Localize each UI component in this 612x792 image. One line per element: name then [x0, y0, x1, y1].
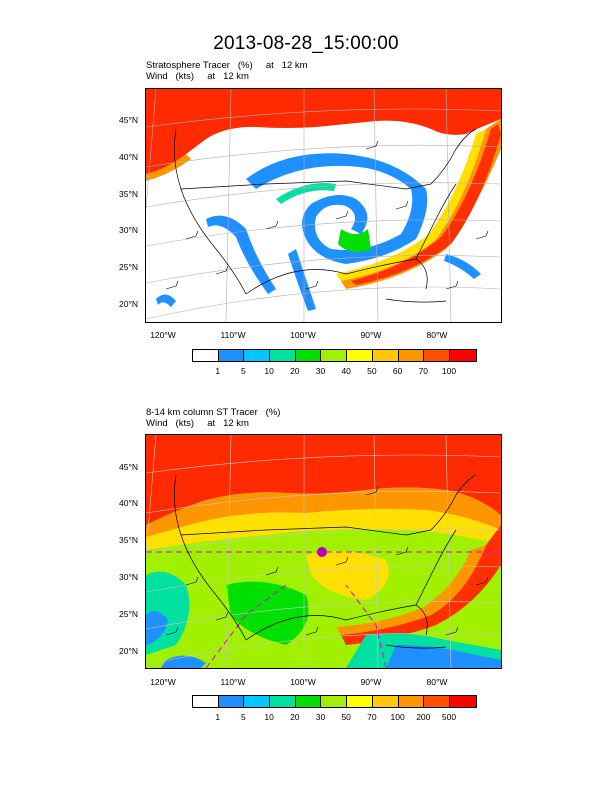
panel2-lat-45: 45°N [119, 462, 138, 472]
panel1-colorbar-swatch [193, 350, 219, 361]
panel2-lat-40: 40°N [119, 498, 138, 508]
panel2-colorbar-label: 5 [241, 712, 246, 722]
panel2-map [145, 434, 502, 669]
panel2-colorbar [192, 695, 477, 708]
panel2-colorbar-label: 100 [390, 712, 405, 722]
panel2-lat-25: 25°N [119, 609, 138, 619]
panel1-colorbar-swatch [218, 350, 245, 361]
panel2-colorbar-swatch [347, 696, 373, 707]
panel2-colorbar-swatch [424, 696, 450, 707]
panel2-map-canvas [146, 435, 501, 668]
panel1-subtitle-1: Stratosphere Tracer (%) at 12 km [146, 60, 308, 71]
panel2-colorbar-label: 10 [264, 712, 274, 722]
panel1-colorbar-swatch [295, 350, 322, 361]
panel1-colorbar-label: 20 [290, 366, 300, 376]
panel1-lat-30: 30°N [119, 225, 138, 235]
panel2-subtitle-2: Wind (kts) at 12 km [146, 418, 249, 429]
panel2-colorbar-label: 30 [315, 712, 326, 722]
panel1-colorbar-swatch [372, 350, 399, 361]
panel1-lat-20: 20°N [119, 299, 138, 309]
panel1-lat-45: 45°N [119, 115, 138, 125]
panel2-lat-35: 35°N [119, 535, 138, 545]
panel1-colorbar [192, 349, 477, 362]
panel2-colorbar-label: 200 [416, 712, 431, 722]
panel1-map-canvas [146, 89, 501, 322]
panel2-colorbar-swatch [372, 696, 399, 707]
panel1-subtitle-2: Wind (kts) at 12 km [146, 71, 249, 82]
panel2-colorbar-swatch [270, 696, 296, 707]
panel1-map [145, 88, 502, 323]
panel2-lon-110: 110°W [220, 677, 246, 687]
panel1-lon-100: 100°W [290, 330, 316, 340]
panel1-colorbar-swatch [244, 350, 271, 361]
panel2-lon-120: 120°W [150, 677, 176, 687]
panel2-colorbar-swatch [449, 696, 476, 707]
panel1-lon-120: 120°W [150, 330, 176, 340]
panel1-colorbar-swatch [449, 350, 476, 361]
panel1-lat-25: 25°N [119, 262, 138, 272]
panel1-lon-110: 110°W [220, 330, 246, 340]
panel1-colorbar-label: 60 [392, 366, 403, 376]
panel1-colorbar-label: 70 [418, 366, 429, 376]
panel2-colorbar-label: 50 [341, 712, 351, 722]
panel2-subtitle-1: 8-14 km column ST Tracer (%) [146, 407, 281, 418]
panel2-lon-100: 100°W [290, 677, 316, 687]
panel1-colorbar-swatch [321, 350, 348, 361]
panel1-colorbar-swatch [270, 350, 296, 361]
panel2-lon-90: 90°W [360, 677, 382, 687]
panel2-colorbar-swatch [398, 696, 425, 707]
panel2-colorbar-label: 70 [367, 712, 377, 722]
panel2-lon-80: 80°W [426, 677, 448, 687]
panel2-colorbar-label: 500 [441, 712, 457, 722]
panel1-lon-80: 80°W [426, 330, 448, 340]
panel1-colorbar-swatch [424, 350, 450, 361]
panel1-colorbar-label: 10 [264, 366, 274, 376]
panel1-colorbar-swatch [398, 350, 425, 361]
figure-title: 2013-08-28_15:00:00 [213, 33, 399, 54]
panel2-colorbar-swatch [321, 696, 348, 707]
panel1-colorbar-label: 100 [441, 366, 457, 376]
panel2-colorbar-label: 1 [215, 712, 221, 722]
panel1-colorbar-label: 5 [241, 366, 246, 376]
panel2-colorbar-swatch [244, 696, 271, 707]
panel2-colorbar-swatch [193, 696, 219, 707]
panel2-colorbar-swatch [295, 696, 322, 707]
panel1-colorbar-label: 1 [215, 366, 221, 376]
panel2-colorbar-swatch [218, 696, 245, 707]
panel1-colorbar-label: 30 [315, 366, 326, 376]
panel1-colorbar-label: 40 [341, 366, 351, 376]
panel1-lat-40: 40°N [119, 152, 138, 162]
panel2-colorbar-label: 20 [290, 712, 300, 722]
panel1-colorbar-label: 50 [367, 366, 377, 376]
panel1-lon-90: 90°W [360, 330, 382, 340]
panel1-lat-35: 35°N [119, 189, 138, 199]
panel1-colorbar-swatch [347, 350, 373, 361]
panel2-lat-20: 20°N [119, 646, 138, 656]
panel2-lat-30: 30°N [119, 572, 138, 582]
